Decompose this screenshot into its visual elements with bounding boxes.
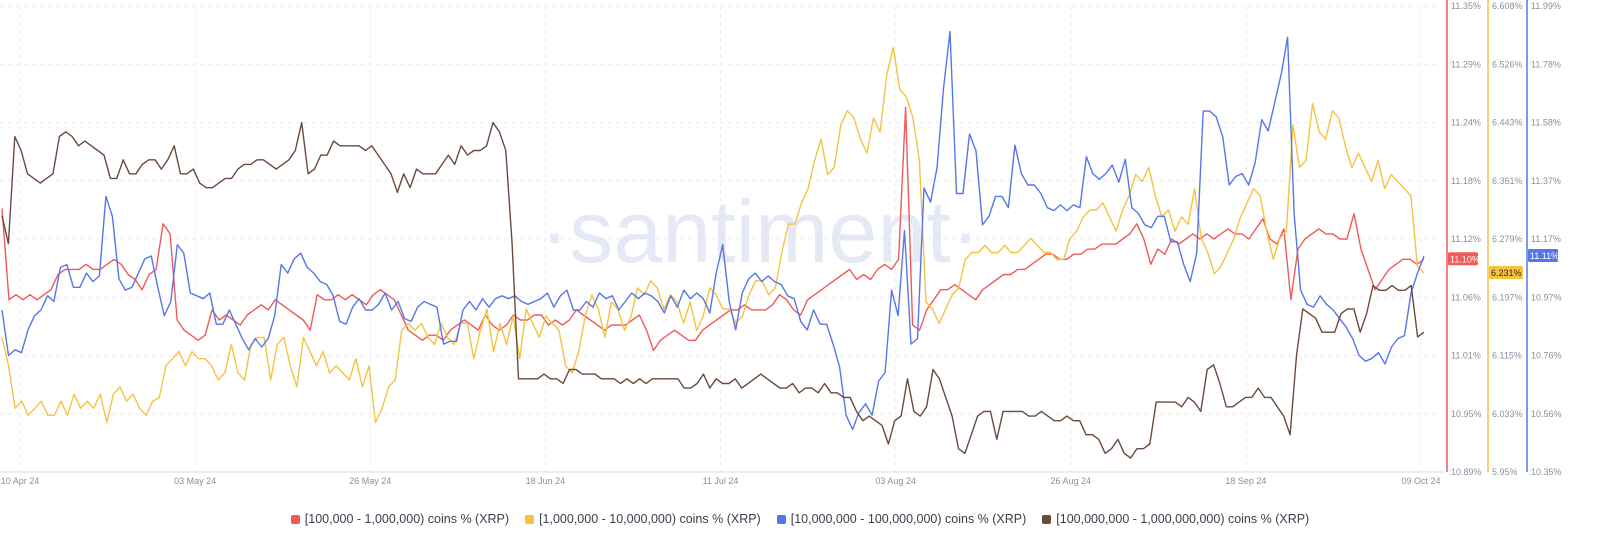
value-badge-label: 11.10% (1450, 254, 1480, 264)
x-tick-label: 26 May 24 (349, 476, 391, 486)
legend-label: [100,000 - 1,000,000) coins % (XRP) (304, 512, 510, 526)
legend-swatch (1042, 514, 1052, 524)
axis-tick-label: 6.033% (1492, 409, 1523, 419)
axis-tick-label: 11.17% (1531, 234, 1561, 244)
axis-tick-label: 11.24% (1451, 118, 1481, 128)
axis-tick-label: 10.76% (1531, 351, 1562, 361)
x-tick-label: 03 May 24 (174, 476, 216, 486)
value-badge (1528, 249, 1558, 263)
value-badge (1489, 265, 1523, 279)
legend-swatch (776, 514, 786, 524)
grid (0, 5, 1440, 472)
legend-item[interactable]: [10,000,000 - 100,000,000) coins % (XRP) (776, 512, 1027, 526)
axis-tick-label: 6.526% (1492, 59, 1523, 69)
x-tick-label: 03 Aug 24 (875, 476, 916, 486)
x-tick-label: 18 Sep 24 (1225, 476, 1266, 486)
series-layer (1, 30, 1425, 459)
legend-item[interactable]: [1,000,000 - 10,000,000) coins % (XRP) (525, 512, 761, 526)
x-tick-label: 09 Oct 24 (1401, 476, 1440, 486)
axis-tick-label: 11.06% (1451, 292, 1481, 302)
axis-tick-label: 11.35% (1451, 1, 1481, 11)
legend-item[interactable]: [100,000,000 - 1,000,000,000) coins % (X… (1042, 512, 1309, 526)
axis-tick-label: 10.89% (1451, 467, 1482, 477)
x-axis: 10 Apr 24 03 May 24 26 May 24 18 Jun 24 11 J… (0, 471, 1444, 486)
axis-tick-label: 10.56% (1531, 409, 1562, 419)
chart-svg: ·santiment· 11.35% 11.29% 11.24% 11.18% 11.1… (0, 0, 1562, 486)
axis-tick-label: 11.58% (1531, 118, 1561, 128)
x-tick-label: 11 Jul 24 (703, 476, 739, 486)
axis-tick-label: 11.37% (1531, 176, 1561, 186)
value-badge-label: 11.11% (1530, 251, 1559, 261)
watermark: ·santiment· (540, 182, 980, 281)
axis-tick-label: 10.97% (1531, 292, 1562, 302)
axis-tick-label: 10.35% (1531, 467, 1562, 477)
axis-tick-label: 10.95% (1451, 409, 1482, 419)
legend-label: [10,000,000 - 100,000,000) coins % (XRP) (790, 512, 1027, 526)
axes-layer: 11.35% 11.29% 11.24% 11.18% 11.12% 11.06% 11.0… (1446, 0, 1562, 477)
axis-tick-label: 11.01% (1451, 351, 1481, 361)
axis-tick-label: 6.361% (1492, 176, 1523, 186)
legend-swatch (290, 514, 300, 524)
x-tick-label: 10 Apr 24 (1, 476, 40, 486)
legend-swatch (525, 514, 535, 524)
axis-tick-label: 11.99% (1531, 1, 1561, 11)
x-tick-label: 26 Aug 24 (1050, 476, 1091, 486)
axis-tick-label: 6.115% (1492, 351, 1522, 361)
legend-item[interactable]: [100,000 - 1,000,000) coins % (XRP) (290, 512, 510, 526)
legend: [100,000 - 1,000,000) coins % (XRP) [1,00… (0, 512, 1600, 526)
axis-tick-label: 6.197% (1492, 292, 1523, 302)
axis-tick-label: 6.443% (1492, 118, 1523, 128)
x-tick-label: 18 Jun 24 (526, 476, 566, 486)
series-line (1, 121, 1425, 459)
axis-tick-label: 6.279% (1492, 234, 1523, 244)
value-badge-label: 6.231% (1491, 268, 1522, 278)
axis-tick-label: 11.78% (1531, 59, 1561, 69)
value-badge (1448, 252, 1478, 266)
axis-tick-label: 6.608% (1492, 1, 1523, 11)
axis-tick-label: 11.18% (1451, 176, 1481, 186)
legend-label: [100,000,000 - 1,000,000,000) coins % (X… (1056, 512, 1310, 526)
series-line (1, 106, 1425, 352)
axis-tick-label: 5.95% (1492, 467, 1518, 477)
axis-tick-label: 11.12% (1451, 234, 1481, 244)
series-line (1, 30, 1425, 431)
legend-label: [1,000,000 - 10,000,000) coins % (XRP) (539, 512, 761, 526)
axis-tick-label: 11.29% (1451, 59, 1481, 69)
